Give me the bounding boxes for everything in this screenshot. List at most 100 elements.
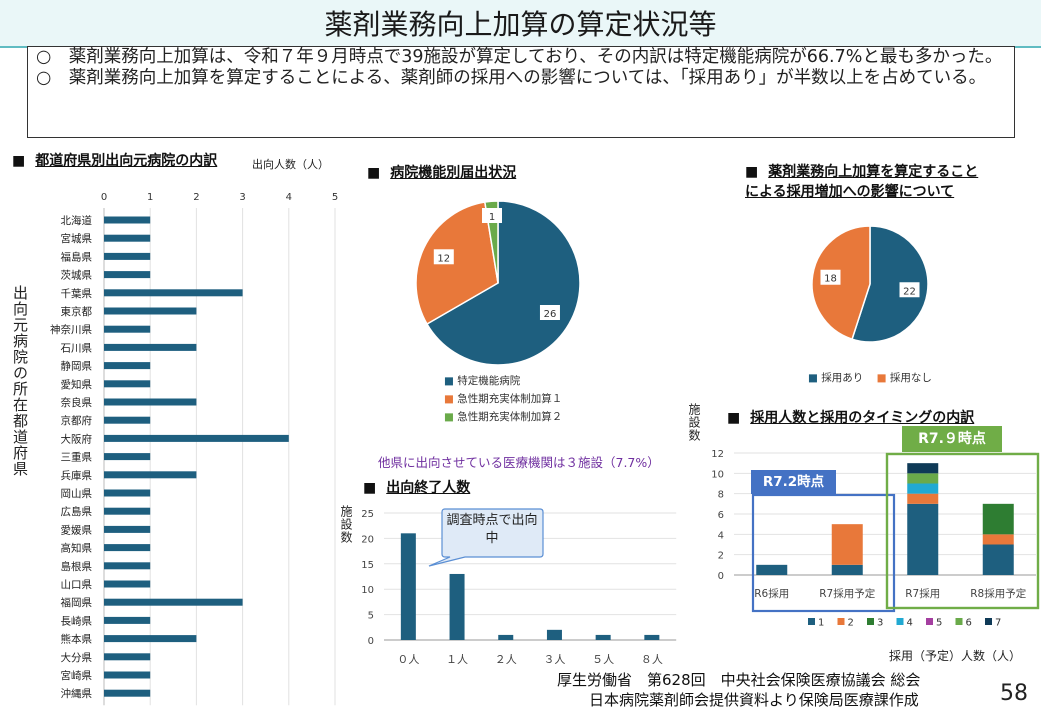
hiring-impact-data-label: 22 (903, 286, 916, 297)
pref-category-label: 福島県 (61, 250, 93, 263)
end-bar (400, 533, 416, 640)
pref-bar (104, 671, 151, 679)
pref-bar (104, 635, 197, 643)
pref-bar (104, 453, 151, 461)
end-y-tick-label: 0 (368, 636, 374, 647)
end-y-tick-label: 25 (361, 509, 374, 520)
pref-bar (104, 234, 151, 242)
pref-x-tick-label: 3 (239, 192, 245, 203)
pref-category-label: 茨城県 (61, 269, 93, 282)
end-count-yaxis-title: 施設数 (339, 505, 353, 544)
pref-category-label: 島根県 (61, 560, 93, 573)
timing-bar-segment (907, 503, 939, 575)
timing-bar-segment (756, 564, 788, 575)
pref-category-label: 神奈川県 (50, 323, 92, 336)
pref-bar (104, 343, 197, 351)
pref-x-tick-label: 1 (147, 192, 153, 203)
timing-legend-swatch (955, 618, 963, 625)
pref-bar (104, 216, 151, 224)
end-y-tick-label: 20 (361, 534, 374, 545)
timing-legend-swatch (867, 618, 874, 625)
timing-legend-label: 4 (907, 618, 913, 629)
pref-category-label: 東京都 (61, 305, 93, 318)
section-marker: ■ (363, 480, 377, 496)
pref-category-label: 宮崎県 (61, 669, 93, 682)
timing-bar-segment (907, 493, 939, 504)
hospital-type-slice (415, 201, 499, 326)
pref-bar (104, 416, 151, 424)
timing-x-tick-label: R8採用予定 (970, 587, 1026, 600)
summary-box: ○ 薬剤業務向上加算は、令和７年９月時点で39施設が算定しており、その内訳は特定… (27, 46, 1015, 138)
timing-bar-segment (831, 524, 863, 565)
pref-category-label: 千葉県 (61, 287, 93, 300)
section-title-line-1: 薬剤業務向上加算を算定すること (768, 164, 979, 180)
prefecture-bar-chart: 0 1 2 3 4 5 北海道宮城県福島県茨城県千葉県東京都神奈川県石川県静岡県愛知県奈良県… (50, 192, 338, 706)
section-title: 出向終了人数 (386, 480, 471, 496)
section-marker: ■ (367, 165, 381, 181)
pref-bar (104, 689, 151, 697)
timing-legend-label: 1 (818, 618, 824, 629)
pref-category-label: 宮城県 (61, 232, 93, 245)
pref-category-label: 愛媛県 (61, 523, 93, 536)
pref-category-label: 三重県 (61, 451, 93, 464)
pref-bar (104, 252, 151, 260)
end-x-tick-label: ５人 (592, 653, 614, 666)
hospital-type-pie-chart: 26 12 1 (415, 200, 581, 366)
hospital-type-label-bg (539, 305, 560, 320)
pref-bar (104, 271, 151, 279)
pref-category-label: 大阪府 (61, 432, 93, 445)
section-prefecture-header: ■ 都道府県別出向元病院の内訳 (12, 150, 217, 170)
pref-category-label: 愛知県 (61, 378, 93, 391)
pref-category-label: 福岡県 (61, 596, 93, 609)
timing-y-tick-label: 6 (718, 510, 724, 521)
legend-item: ■ 特定機能病院 (444, 375, 521, 387)
timing-legend-swatch (926, 618, 933, 625)
timing-legend-swatch (985, 618, 992, 625)
pref-bar (104, 598, 243, 606)
pref-bar (104, 525, 151, 533)
timing-legend-swatch (896, 618, 904, 625)
timing-y-tick-label: 0 (718, 571, 724, 582)
end-bar (498, 634, 514, 640)
pref-bar (104, 362, 151, 370)
timing-bar-segment (982, 503, 1014, 535)
summary-line-1: ○ 薬剤業務向上加算は、令和７年９月時点で39施設が算定しており、その内訳は特定… (36, 47, 1003, 67)
timing-legend-label: 5 (936, 618, 942, 629)
pref-category-label: 奈良県 (61, 396, 93, 409)
summary-line-2: ○ 薬剤業務向上加算を算定することによる、薬剤師の採用への影響については、「採用… (36, 68, 987, 88)
timing-y-tick-label: 8 (718, 490, 724, 501)
section-marker: ■ (727, 410, 741, 426)
r7-2-label: R7.2時点 (751, 470, 836, 494)
timing-bar-segment (982, 544, 1014, 575)
callout-text: 調査時点で出向中 (446, 513, 538, 546)
pref-bar (104, 289, 243, 297)
pref-bar (104, 471, 197, 479)
pref-category-label: 京都府 (61, 414, 93, 427)
end-x-tick-label: １人 (446, 653, 468, 666)
end-bar (644, 634, 660, 640)
section-hospital-type-header: ■ 病院機能別届出状況 (367, 162, 516, 182)
section-hiring-impact-header: ■ 薬剤業務向上加算を算定すること による採用増加への影響について (745, 162, 978, 202)
pref-category-label: 石川県 (61, 342, 93, 354)
hiring-impact-data-label: 18 (824, 274, 837, 285)
section-marker: ■ (12, 153, 26, 169)
other-prefecture-note: 他県に出向させている医療機関は３施設（7.7%） (378, 455, 660, 470)
section-end-count-header: ■ 出向終了人数 (363, 477, 470, 497)
timing-bar-segment (982, 534, 1014, 545)
pref-category-label: 長崎県 (61, 614, 93, 627)
hiring-impact-pie-chart: 22 18 (811, 225, 929, 343)
timing-yaxis-title: 施設数 (687, 403, 701, 442)
legend-item: ■ 急性期充実体制加算１ (444, 393, 563, 405)
pref-bar (104, 307, 197, 315)
timing-bar-segment (907, 483, 939, 494)
timing-x-tick-label: R6採用 (754, 587, 789, 600)
pref-x-tick-label: 5 (332, 192, 338, 203)
pref-category-label: 高知県 (61, 542, 93, 555)
end-y-tick-label: 15 (361, 560, 374, 571)
hiring-impact-legend: ■ 採用あり ■ 採用なし (808, 370, 932, 385)
timing-y-tick-label: 12 (711, 449, 724, 460)
pref-bar (104, 580, 151, 588)
hiring-impact-slice (811, 225, 871, 341)
pref-bar (104, 380, 151, 388)
